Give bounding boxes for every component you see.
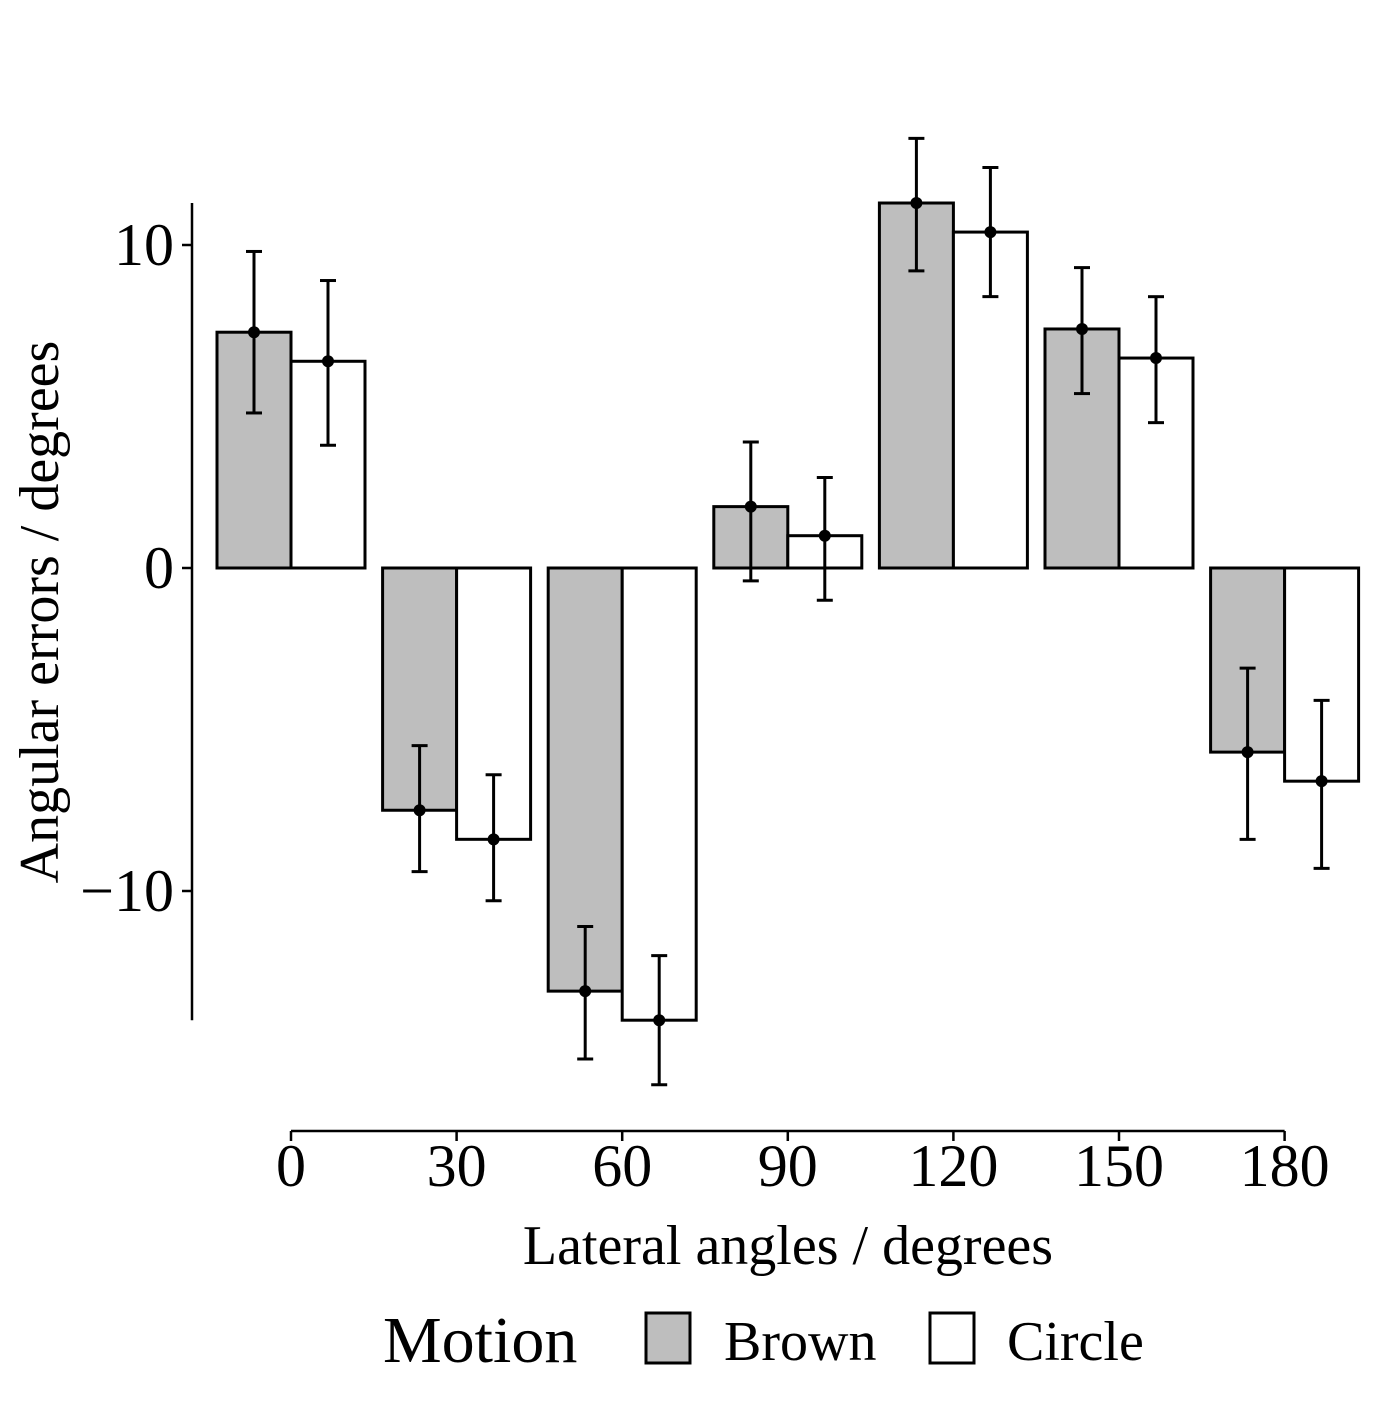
legend-label-brown: Brown — [724, 1311, 876, 1373]
mean-point-brown-0 — [248, 326, 260, 339]
mean-point-brown-90 — [744, 500, 757, 513]
x-tick-label: 150 — [1074, 1133, 1164, 1199]
x-tick-label: 30 — [427, 1133, 487, 1199]
mean-point-circle-120 — [984, 226, 997, 239]
legend: Motion Brown Circle — [383, 1304, 1144, 1377]
y-axis-title: Angular errors / degrees — [9, 341, 71, 884]
y-tick-label: 0 — [144, 535, 174, 601]
mean-point-circle-180 — [1315, 775, 1328, 788]
x-tick-label: 60 — [592, 1133, 652, 1199]
y-tick-label: −10 — [80, 858, 174, 924]
mean-point-circle-60 — [653, 1014, 666, 1027]
mean-point-brown-60 — [579, 985, 592, 998]
x-axis: 0 30 60 90 120 150 180 — [276, 1129, 1330, 1199]
legend-title: Motion — [383, 1304, 577, 1377]
legend-key-brown — [644, 1311, 692, 1365]
mean-point-brown-180 — [1241, 746, 1254, 759]
x-tick-label: 0 — [276, 1133, 306, 1199]
x-tick-label: 120 — [908, 1133, 998, 1199]
bar-circle-60 — [620, 566, 698, 1022]
mean-point-circle-90 — [818, 529, 831, 542]
y-axis: −10 0 10 — [80, 203, 194, 1021]
x-axis-title: Lateral angles / degrees — [523, 1215, 1053, 1277]
mean-point-brown-30 — [413, 804, 426, 817]
bar-brown-180 — [1209, 566, 1287, 754]
mean-point-circle-150 — [1150, 352, 1162, 365]
mean-point-brown-120 — [910, 197, 923, 210]
legend-key-circle — [928, 1311, 976, 1365]
mean-point-brown-150 — [1076, 322, 1088, 335]
x-tick-label: 180 — [1240, 1133, 1330, 1199]
bars-layer — [215, 136, 1361, 1087]
y-tick-label: 10 — [114, 212, 174, 278]
x-tick-label: 90 — [758, 1133, 818, 1199]
mean-point-circle-0 — [322, 355, 334, 368]
legend-label-circle: Circle — [1007, 1311, 1144, 1373]
mean-point-circle-30 — [487, 833, 500, 846]
